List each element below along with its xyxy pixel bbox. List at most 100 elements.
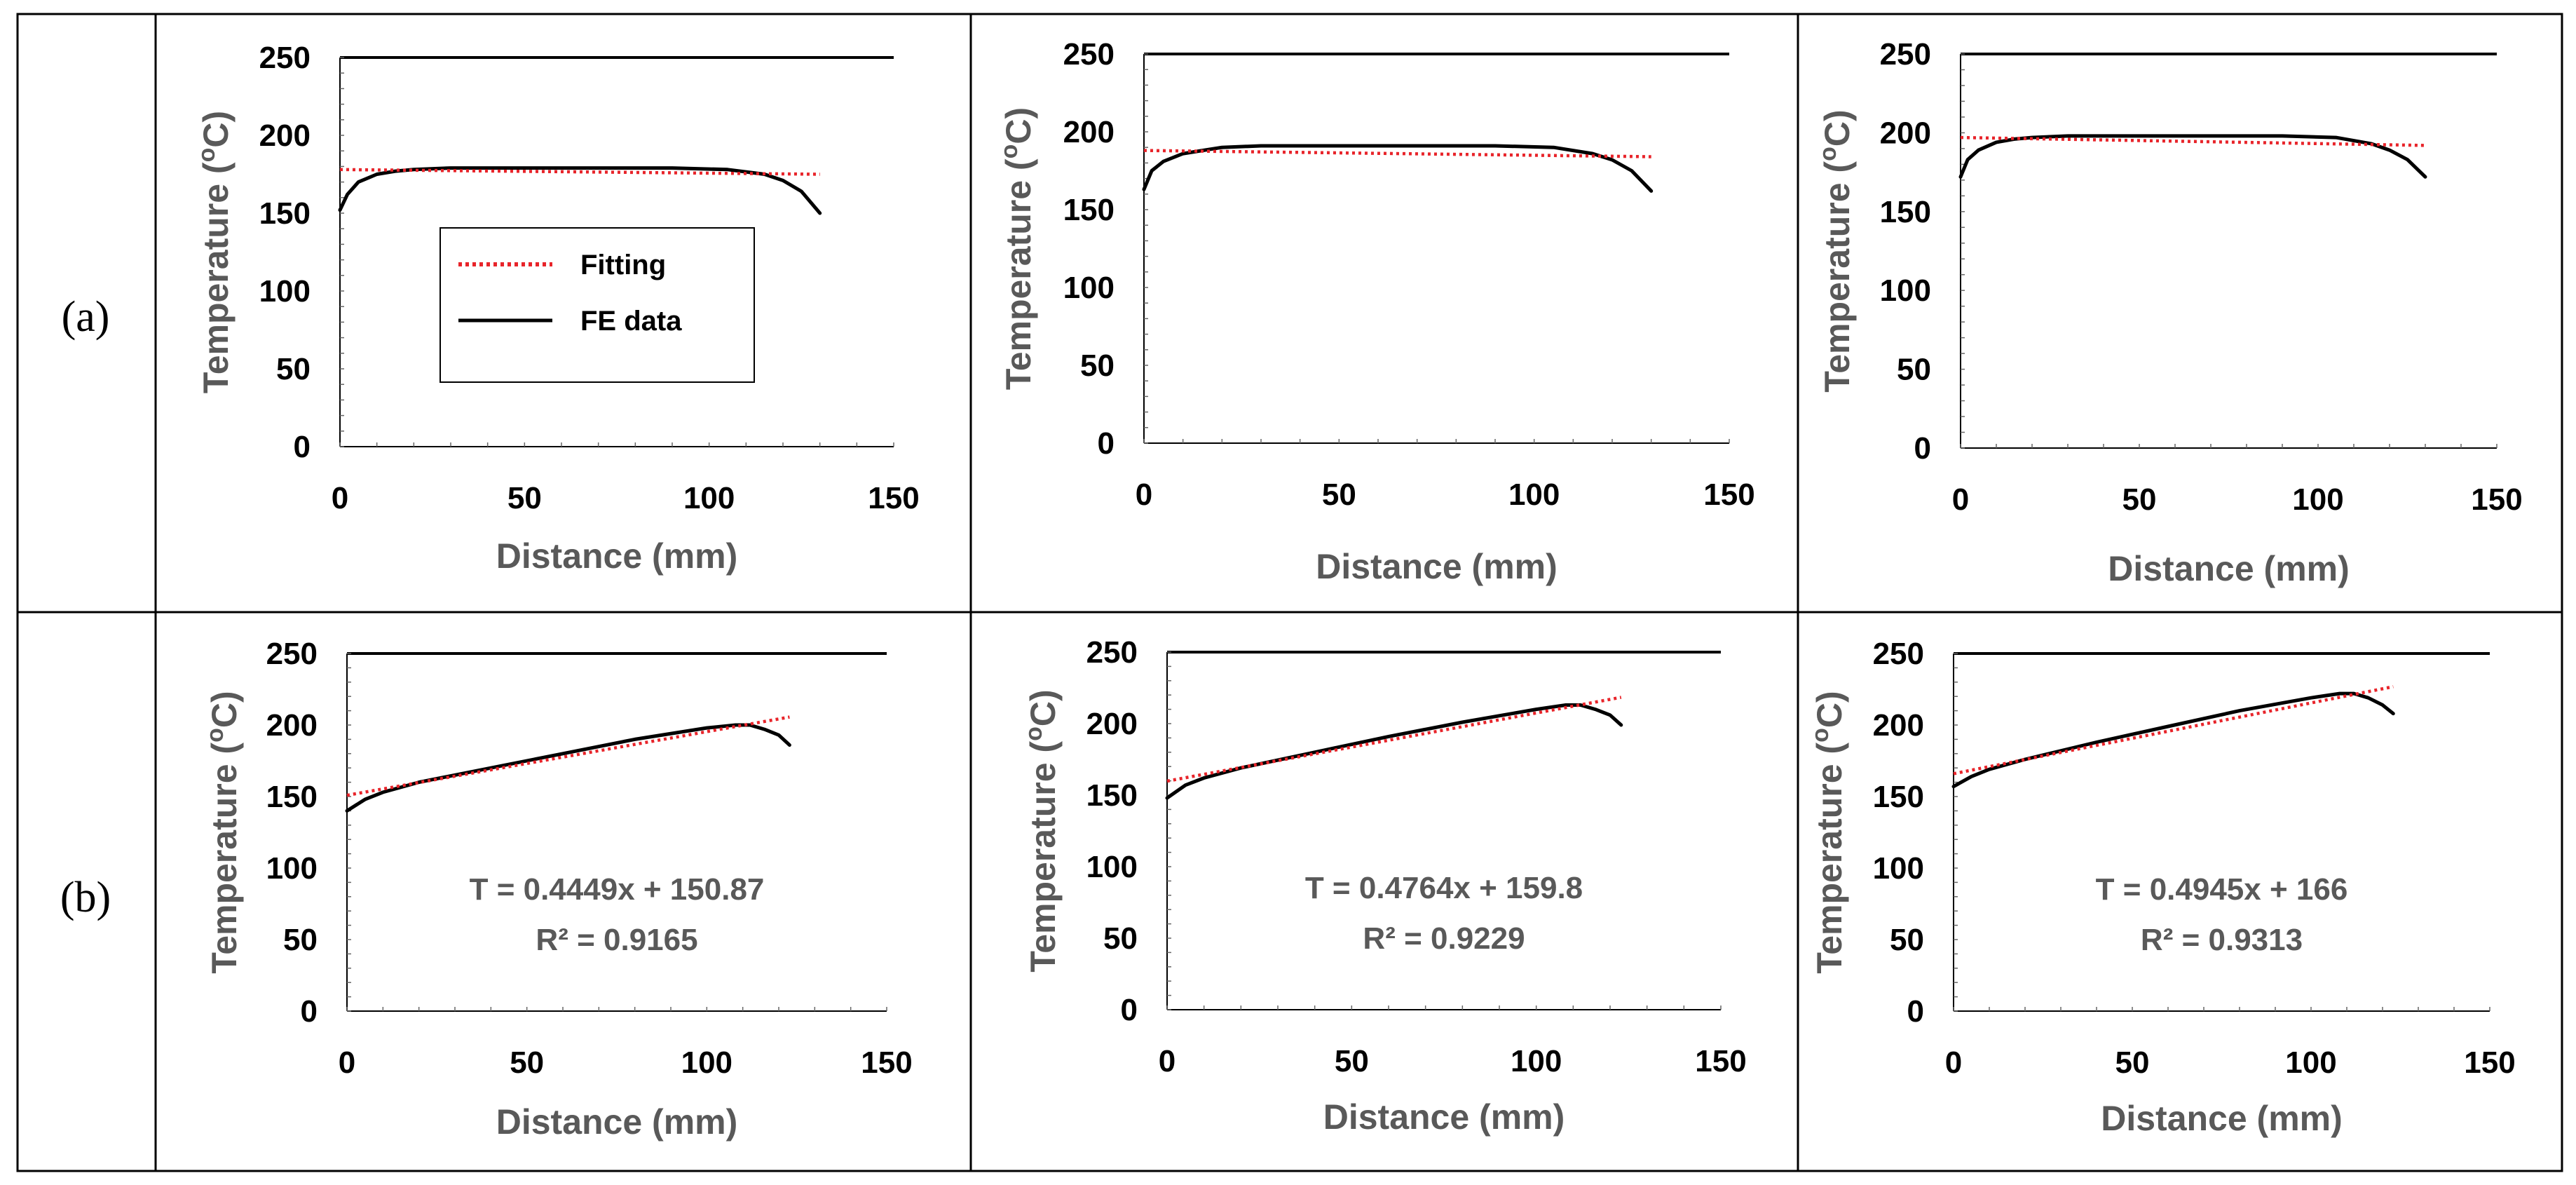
- fit-annotation-line: T = 0.4764x + 159.8: [1305, 871, 1583, 905]
- x-tick-label: 150: [861, 1045, 912, 1080]
- y-tick-label: 200: [259, 118, 311, 153]
- y-tick-label: 250: [1873, 637, 1924, 671]
- y-tick-label: 50: [1897, 353, 1931, 387]
- chart-b3: 0 50 100 150 0 50 100 150 200 250 Distance (mm) Tem…: [1807, 637, 2516, 1138]
- fe-data-line: [345, 723, 791, 813]
- fitting-line: [346, 715, 790, 797]
- y-tick-label: 50: [1080, 348, 1115, 383]
- x-tick-label: 100: [681, 1045, 732, 1080]
- chart-a3: 0 50 100 150 0 50 100 150 200 250 Distance (mm) Tem…: [1815, 37, 2523, 588]
- x-axis-title: Distance (mm): [1323, 1097, 1565, 1137]
- y-tick-label: 250: [259, 41, 311, 75]
- y-axis-title: Temperature (oC): [996, 107, 1038, 390]
- fitting-line: [1960, 135, 2426, 147]
- y-tick-label: 50: [1890, 923, 1924, 957]
- x-axis-title: Distance (mm): [1316, 547, 1558, 586]
- y-tick-label: 250: [1063, 37, 1115, 72]
- x-tick-label: 100: [683, 481, 735, 515]
- y-tick-label: 0: [1907, 994, 1924, 1029]
- x-tick-label: 0: [339, 1045, 355, 1080]
- y-tick-label: 50: [276, 352, 311, 386]
- y-tick-label: 200: [1063, 115, 1115, 149]
- x-axis-title: Distance (mm): [496, 536, 738, 576]
- y-tick-label: 100: [1063, 271, 1115, 305]
- x-tick-label: 150: [1703, 478, 1754, 512]
- y-tick-label: 150: [1086, 778, 1138, 813]
- fit-annotation-line: R² = 0.9313: [2141, 923, 2303, 957]
- legend-fitting-label: Fitting: [580, 250, 666, 280]
- fe-data-line: [1951, 691, 2395, 789]
- x-tick-label: 50: [1322, 478, 1356, 512]
- x-tick-label: 0: [1952, 482, 1969, 517]
- y-tick-label: 150: [1880, 195, 1931, 229]
- y-tick-label: 100: [1880, 273, 1931, 308]
- fit-annotation-line: R² = 0.9165: [536, 923, 697, 957]
- row-label-b: (b): [60, 874, 111, 921]
- fe-data-line: [338, 166, 822, 215]
- y-tick-label: 150: [259, 196, 311, 231]
- x-tick-label: 50: [507, 481, 542, 515]
- table-grid: [16, 13, 2563, 1172]
- y-tick-label: 0: [1914, 431, 1931, 466]
- x-tick-label: 0: [332, 481, 348, 515]
- x-tick-label: 150: [1695, 1044, 1746, 1078]
- y-tick-label: 200: [1880, 116, 1931, 150]
- x-tick-label: 0: [1159, 1044, 1175, 1078]
- y-tick-label: 0: [294, 430, 311, 464]
- legend-box: [439, 227, 755, 383]
- x-tick-label: 150: [2471, 482, 2522, 517]
- y-tick-label: 200: [1086, 707, 1138, 741]
- y-tick-label: 0: [1098, 426, 1115, 461]
- y-tick-label: 100: [1873, 851, 1924, 886]
- y-axis-title: Temperature (oC): [1021, 689, 1063, 972]
- row-label-a: (a): [62, 293, 110, 341]
- fitting-line: [1143, 149, 1651, 158]
- x-axis-title: Distance (mm): [2108, 549, 2350, 588]
- fit-annotation-line: R² = 0.9229: [1363, 921, 1525, 956]
- fe-data-line: [1958, 134, 2427, 179]
- x-tick-label: 50: [1335, 1044, 1369, 1078]
- y-tick-label: 200: [1873, 708, 1924, 743]
- fitting-line: [339, 168, 820, 176]
- y-axis-title: Temperature (oC): [193, 111, 236, 393]
- x-tick-label: 50: [2115, 1045, 2150, 1080]
- x-tick-label: 100: [2285, 1045, 2336, 1080]
- legend-fe-label: FE data: [580, 306, 682, 337]
- y-tick-label: 150: [1873, 780, 1924, 814]
- y-tick-label: 50: [283, 923, 318, 957]
- x-tick-label: 50: [2122, 482, 2157, 517]
- x-tick-label: 100: [1508, 478, 1560, 512]
- x-axis-title: Distance (mm): [2101, 1099, 2343, 1138]
- y-tick-label: 250: [1086, 635, 1138, 670]
- y-tick-label: 0: [301, 994, 318, 1029]
- fe-data-line: [1165, 703, 1623, 800]
- y-tick-label: 100: [1086, 850, 1138, 884]
- x-tick-label: 50: [510, 1045, 544, 1080]
- y-tick-label: 100: [266, 851, 318, 886]
- y-tick-label: 150: [266, 780, 318, 814]
- y-axis-title: Temperature (oC): [202, 691, 244, 973]
- y-tick-label: 50: [1103, 921, 1138, 956]
- x-axis-title: Distance (mm): [496, 1102, 738, 1142]
- fit-annotation-line: T = 0.4449x + 150.87: [470, 872, 765, 907]
- fit-annotation-line: T = 0.4945x + 166: [2096, 872, 2348, 907]
- chart-b2: 0 50 100 150 0 50 100 150 200 250 Distance (mm) Tem…: [1021, 635, 1747, 1137]
- x-tick-label: 0: [1945, 1045, 1962, 1080]
- y-tick-label: 200: [266, 708, 318, 743]
- x-tick-label: 0: [1136, 478, 1152, 512]
- charts-layer: 0 50 100 150 0 50 100 150 200 250 Distance (mm) Tem…: [193, 37, 2523, 1142]
- y-tick-label: 100: [259, 274, 311, 309]
- chart-a2: 0 50 100 150 0 50 100 150 200 250 Distance (mm) Tem…: [996, 37, 1755, 586]
- x-tick-label: 100: [1511, 1044, 1562, 1078]
- x-tick-label: 150: [868, 481, 919, 515]
- y-axis-title: Temperature (oC): [1815, 109, 1857, 392]
- table-border: [16, 13, 2563, 1172]
- chart-b1: 0 50 100 150 0 50 100 150 200 250 Distance (mm) Tem…: [202, 637, 913, 1142]
- y-tick-label: 250: [266, 637, 318, 671]
- x-tick-label: 100: [2292, 482, 2343, 517]
- fe-data-line: [1142, 144, 1654, 193]
- chart-a1: 0 50 100 150 0 50 100 150 200 250 Distance (mm) Tem…: [193, 41, 920, 576]
- fitting-line: [1953, 685, 2394, 776]
- y-axis-title: Temperature (oC): [1807, 691, 1849, 973]
